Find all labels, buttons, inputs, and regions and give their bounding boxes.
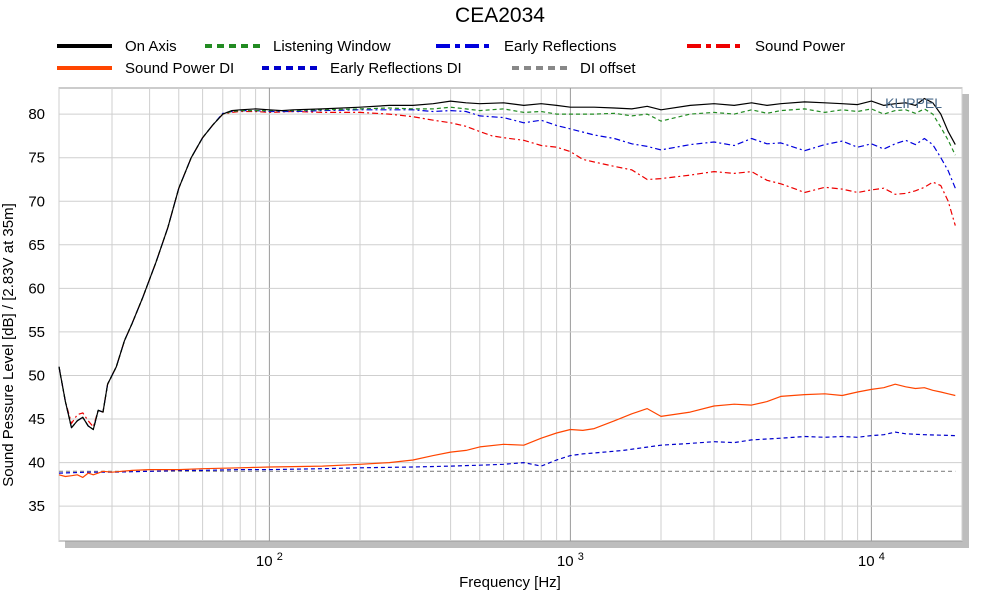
y-tick-label: 60 [28, 280, 45, 297]
legend-label-early-reflections: Early Reflections [504, 38, 617, 55]
series-line-sound-power [58, 110, 956, 428]
y-tick-label: 50 [28, 367, 45, 384]
y-axis-label: Sound Pessure Level [dB] / [2.83V at 35m… [0, 203, 17, 487]
series-line-listening-window [58, 106, 956, 431]
series-layer [58, 97, 956, 478]
y-tick-label: 80 [28, 106, 45, 123]
y-tick-label: 35 [28, 498, 45, 515]
legend-label-sound-power: Sound Power [755, 38, 845, 55]
chart-title: CEA2034 [455, 4, 545, 27]
series-line-early-reflections [58, 109, 956, 431]
x-tick-label: 10 2 [256, 551, 283, 570]
grid [58, 88, 963, 541]
x-axis-label: Frequency [Hz] [459, 574, 561, 591]
y-tick-labels: 35 40 45 50 55 60 65 70 75 80 [28, 106, 45, 515]
series-line-early-reflections-di [58, 431, 956, 474]
y-tick-label: 45 [28, 411, 45, 428]
legend: On Axis Listening Window Early Reflections… [57, 38, 845, 77]
x-tick-label: 10 3 [557, 551, 584, 570]
y-tick-label: 75 [28, 150, 45, 167]
x-tick-labels: 10 2 10 3 10 4 [256, 551, 885, 570]
legend-label-sound-power-di: Sound Power DI [125, 60, 234, 77]
legend-label-early-reflections-di: Early Reflections DI [330, 60, 462, 77]
series-line-on-axis [58, 97, 956, 431]
legend-label-on-axis: On Axis [125, 38, 177, 55]
watermark: KLIPPEL [885, 95, 942, 111]
plot-area [58, 87, 963, 542]
y-tick-label: 70 [28, 193, 45, 210]
y-tick-label: 65 [28, 237, 45, 254]
series-line-sound-power-di [58, 383, 956, 478]
y-tick-label: 40 [28, 455, 45, 472]
legend-label-listening-window: Listening Window [273, 38, 391, 55]
x-tick-label: 10 4 [858, 551, 885, 570]
legend-label-di-offset: DI offset [580, 60, 636, 77]
y-tick-label: 55 [28, 324, 45, 341]
